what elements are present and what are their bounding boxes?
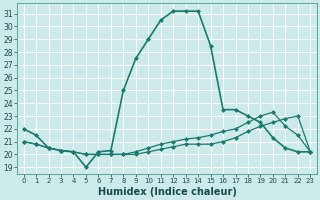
X-axis label: Humidex (Indice chaleur): Humidex (Indice chaleur)	[98, 187, 236, 197]
